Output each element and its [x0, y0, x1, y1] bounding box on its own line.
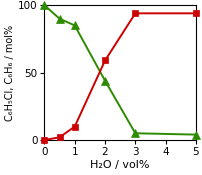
X-axis label: H₂O / vol%: H₂O / vol%	[90, 160, 150, 170]
Y-axis label: C₆H₅Cl, C₆H₆ / mol%: C₆H₅Cl, C₆H₆ / mol%	[5, 25, 15, 121]
